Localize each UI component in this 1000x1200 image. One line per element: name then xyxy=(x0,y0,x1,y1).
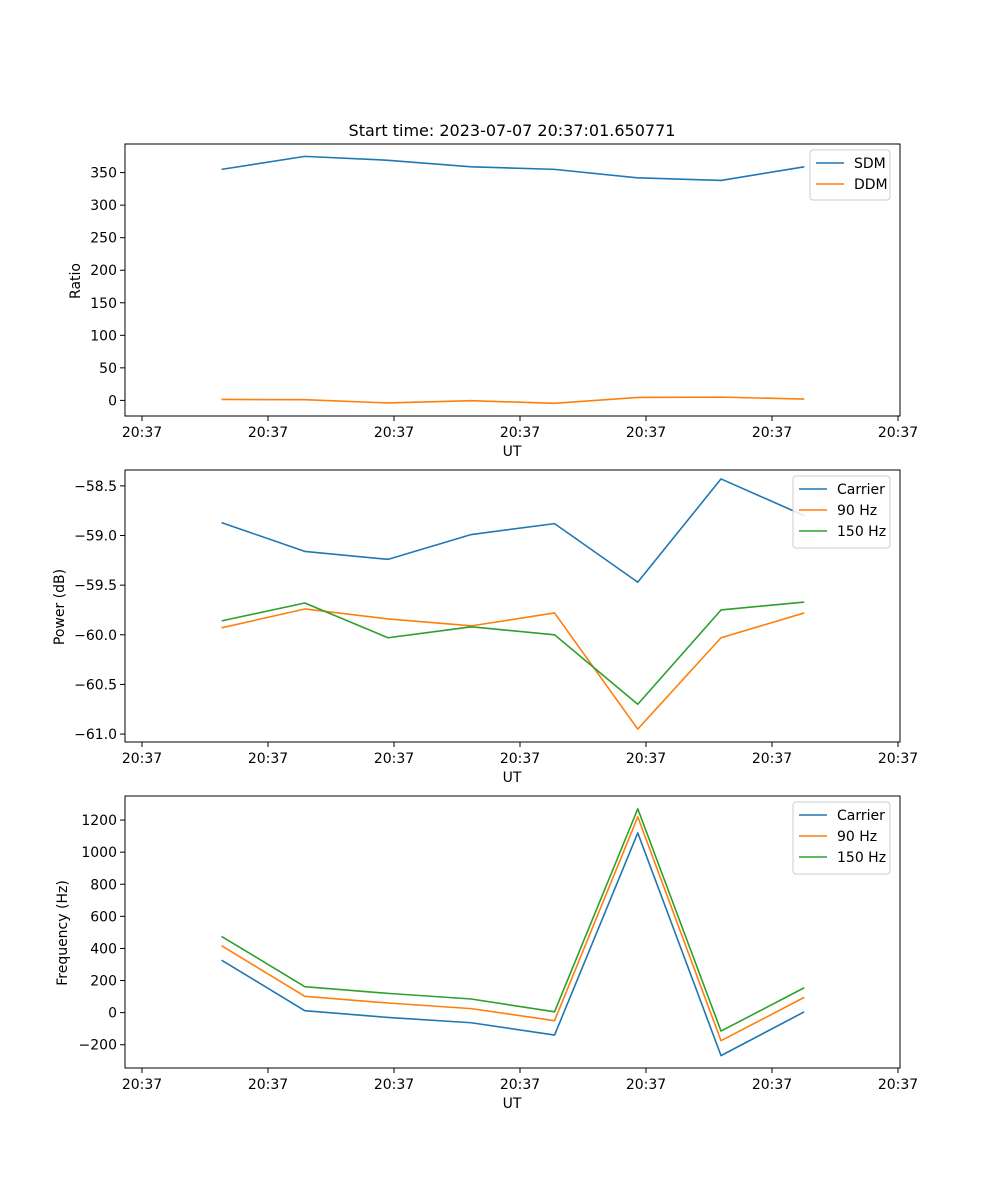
y-tick-label: 800 xyxy=(90,877,117,893)
legend-label: 150 Hz xyxy=(837,524,886,540)
y-tick-label: 200 xyxy=(90,263,117,279)
y-tick-label: 300 xyxy=(90,198,117,214)
x-tick-label: 20:37 xyxy=(374,1077,414,1093)
y-tick-label: 150 xyxy=(90,296,117,312)
y-tick-label: 1000 xyxy=(81,845,117,861)
y-tick-label: −61.0 xyxy=(74,727,117,743)
legend xyxy=(792,801,891,875)
x-tick-label: 20:37 xyxy=(752,751,792,767)
x-tick-label: 20:37 xyxy=(374,751,414,767)
y-tick-label: 400 xyxy=(90,941,117,957)
y-tick-label: 350 xyxy=(90,166,117,182)
x-tick-label: 20:37 xyxy=(878,425,918,441)
x-tick-label: 20:37 xyxy=(626,1077,666,1093)
legend-label: DDM xyxy=(854,177,888,193)
y-tick-label: 250 xyxy=(90,231,117,247)
x-tick-label: 20:37 xyxy=(626,751,666,767)
panel-frequency: 20:37 20:37 20:37 20:37 20:37 20:37 20:37 −200 0… xyxy=(55,795,918,1112)
panel-power: 20:37 20:37 20:37 20:37 20:37 20:37 20:37 −61.0… xyxy=(52,469,918,786)
x-tick-label: 20:37 xyxy=(248,751,288,767)
legend-label: 90 Hz xyxy=(837,829,877,845)
frequency-plot-area: 20:37 20:37 20:37 20:37 20:37 20:37 20:37 −200 0… xyxy=(79,795,918,1093)
x-tick-label: 20:37 xyxy=(248,1077,288,1093)
x-tick-label: 20:37 xyxy=(878,751,918,767)
x-tick-label: 20:37 xyxy=(248,425,288,441)
legend-label: Carrier xyxy=(837,482,885,498)
panel-ratio: Start time: 2023-07-07 20:37:01.650771 2… xyxy=(68,121,918,460)
legend xyxy=(792,475,891,549)
ratio-plot-area: 20:37 20:37 20:37 20:37 20:37 20:37 20:37 0 50 10… xyxy=(90,143,918,441)
x-tick-label: 20:37 xyxy=(500,425,540,441)
power-plot-area: 20:37 20:37 20:37 20:37 20:37 20:37 20:37 −61.0… xyxy=(74,469,918,767)
series-line-ddm xyxy=(221,396,805,405)
chart-title: Start time: 2023-07-07 20:37:01.650771 xyxy=(349,121,676,140)
y-tick-label: 50 xyxy=(99,361,117,377)
series-line-carrier xyxy=(221,478,805,583)
legend-label: SDM xyxy=(854,156,886,172)
series-line-90-hz xyxy=(221,608,805,730)
y-tick-label: 0 xyxy=(108,393,117,409)
y-tick-label: 600 xyxy=(90,909,117,925)
y-tick-label: 100 xyxy=(90,328,117,344)
y-tick-label: 0 xyxy=(108,1006,117,1022)
x-axis-label: UT xyxy=(503,1096,522,1112)
series-line-90-hz xyxy=(221,816,805,1042)
y-tick-label: 200 xyxy=(90,974,117,990)
x-tick-label: 20:37 xyxy=(122,751,162,767)
series-line-sdm xyxy=(221,155,805,182)
legend-label: 90 Hz xyxy=(837,503,877,519)
y-axis-label: Ratio xyxy=(68,263,84,299)
y-tick-label: −59.0 xyxy=(74,529,117,545)
y-axis-label: Power (dB) xyxy=(52,569,68,645)
x-tick-label: 20:37 xyxy=(752,425,792,441)
x-tick-label: 20:37 xyxy=(500,751,540,767)
y-tick-label: −59.5 xyxy=(74,578,117,594)
x-tick-label: 20:37 xyxy=(122,425,162,441)
x-tick-label: 20:37 xyxy=(878,1077,918,1093)
x-tick-label: 20:37 xyxy=(752,1077,792,1093)
plot-frame xyxy=(124,143,901,417)
y-tick-label: −60.0 xyxy=(74,628,117,644)
series-line-150-hz xyxy=(221,808,805,1032)
x-tick-label: 20:37 xyxy=(626,425,666,441)
y-tick-label: 1200 xyxy=(81,813,117,829)
series-line-carrier xyxy=(221,832,805,1057)
y-tick-label: −60.5 xyxy=(74,677,117,693)
series-line-150-hz xyxy=(221,601,805,706)
x-tick-label: 20:37 xyxy=(374,425,414,441)
x-tick-label: 20:37 xyxy=(122,1077,162,1093)
legend-label: Carrier xyxy=(837,808,885,824)
x-axis-label: UT xyxy=(503,770,522,786)
x-tick-label: 20:37 xyxy=(500,1077,540,1093)
y-tick-label: −200 xyxy=(79,1038,117,1054)
x-axis-label: UT xyxy=(503,444,522,460)
y-tick-label: −58.5 xyxy=(74,479,117,495)
y-axis-label: Frequency (Hz) xyxy=(55,880,71,986)
plot-frame xyxy=(124,795,901,1069)
plot-frame xyxy=(124,469,901,743)
legend-label: 150 Hz xyxy=(837,850,886,866)
